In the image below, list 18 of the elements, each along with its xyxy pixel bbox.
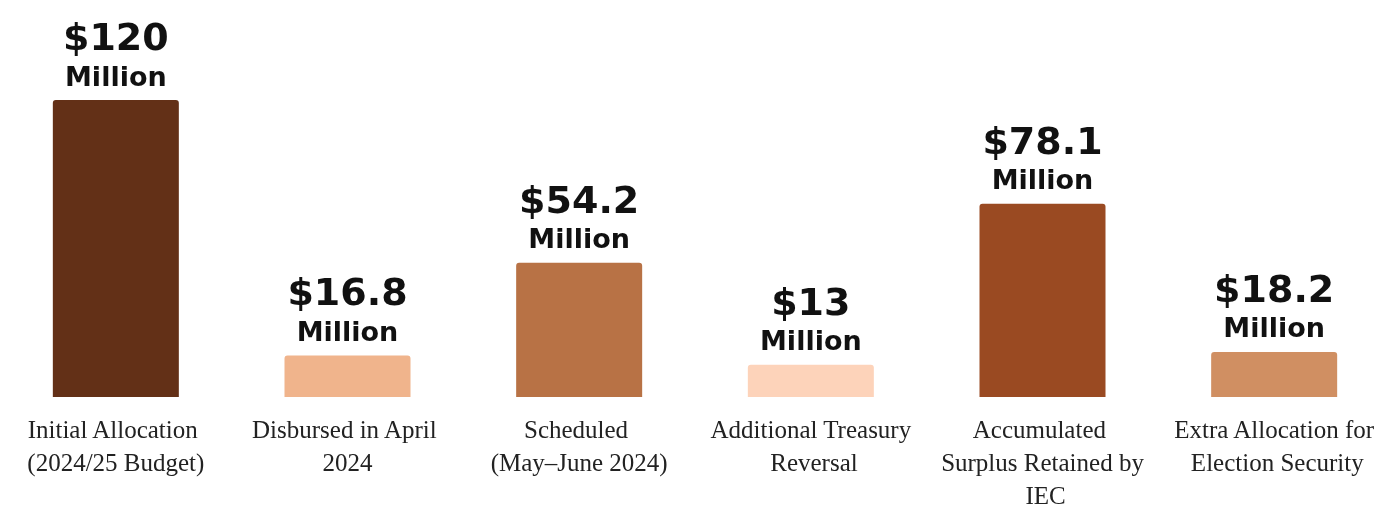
bar bbox=[52, 100, 179, 397]
data-label: $18.2 Million bbox=[1214, 266, 1335, 344]
bar bbox=[747, 364, 874, 397]
data-label: $120 Million bbox=[62, 15, 169, 92]
bar bbox=[979, 203, 1106, 397]
data-label: $16.8 Million bbox=[287, 270, 408, 347]
x-tick-label: Disbursed in April 2024 bbox=[252, 416, 443, 476]
bar bbox=[284, 355, 411, 397]
x-tick-label: Extra Allocation for Election Security bbox=[1174, 416, 1375, 476]
data-label: $54.2 Million bbox=[519, 177, 640, 255]
x-tick-label: Accumulated Surplus Retained by IEC bbox=[941, 416, 1145, 509]
x-tick-label: Initial Allocation (2024/25 Budget) bbox=[27, 416, 205, 477]
bar bbox=[1211, 351, 1338, 397]
bar bbox=[516, 262, 643, 397]
data-label: $78.1 Million bbox=[982, 118, 1103, 196]
x-tick-label: Scheduled (May–June 2024) bbox=[490, 416, 668, 477]
x-tick-label: Additional Treasury Reversal bbox=[710, 416, 912, 476]
data-label: $13 Million bbox=[760, 279, 862, 357]
